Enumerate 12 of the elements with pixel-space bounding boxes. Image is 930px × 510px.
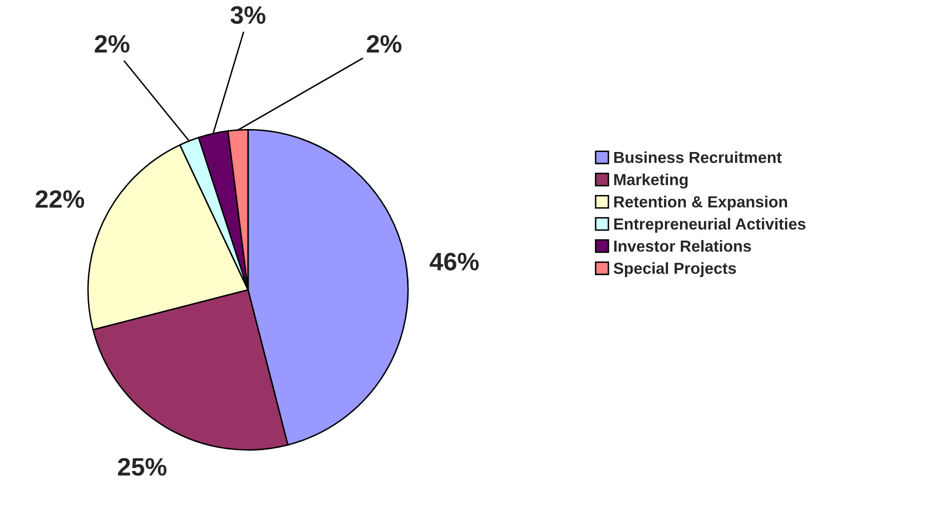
data-label: 25% [118,458,166,476]
data-label: 2% [366,35,402,53]
legend-label: Special Projects [614,262,736,278]
legend-label: Retention & Expansion [614,196,788,211]
legend-label: Business Recruitment [614,151,782,164]
legend-label: Investor Relations [614,240,751,252]
legend-label: Entrepreneurial Activities [614,218,806,233]
legend-label: Marketing [614,174,688,188]
data-label: 3% [230,6,266,24]
data-label: 22% [36,190,84,208]
data-label: 46% [430,252,479,270]
data-label: 2% [94,35,130,53]
